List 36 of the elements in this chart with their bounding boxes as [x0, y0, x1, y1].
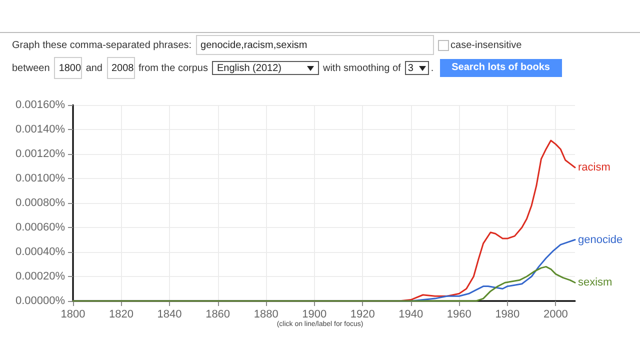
- y-tick-label: 0.00080%: [15, 197, 66, 209]
- y-tick-label: 0.00020%: [15, 270, 66, 282]
- dropdown: English (2012): [212, 61, 319, 75]
- x-tick-label: 1860: [206, 308, 230, 320]
- y-tick-label: 0.00040%: [15, 246, 66, 258]
- text: between: [12, 62, 50, 74]
- x-tick-label: 1960: [446, 308, 472, 320]
- x-tick-label: 1800: [60, 308, 86, 320]
- text-field: genocide,racism,sexism: [196, 35, 434, 55]
- text: and: [86, 62, 102, 74]
- text: .: [430, 62, 434, 74]
- text: Graph these comma-separated phrases:: [12, 40, 192, 50]
- text-field: 1800: [54, 57, 82, 79]
- x-tick-label: 1900: [302, 308, 327, 320]
- x-tick-label: 1840: [157, 308, 182, 320]
- x-tick-label: 1880: [254, 308, 278, 320]
- x-tick-label: 2000: [543, 308, 568, 320]
- y-tick-label: 0.00060%: [15, 222, 66, 234]
- x-tick-label: 1980: [495, 308, 520, 320]
- x-tick-label: 1940: [398, 308, 424, 320]
- y-tick-label: 0.00160%: [15, 99, 66, 111]
- dropdown: 3: [404, 61, 429, 75]
- y-tick-label: 0.00120%: [15, 148, 66, 160]
- x-tick-label: 1920: [350, 308, 375, 320]
- text: with smoothing of: [322, 62, 401, 74]
- series-label: racism: [578, 161, 610, 174]
- series-label: sexism: [578, 276, 612, 289]
- text: from the corpus: [138, 62, 208, 74]
- text-field: 2008: [106, 57, 134, 79]
- series-label: genocide: [578, 234, 623, 246]
- y-tick-label: 0.00100%: [15, 172, 66, 184]
- button: Search lots of books: [440, 59, 562, 77]
- y-tick-label: 0.00140%: [15, 124, 66, 136]
- y-tick-label: 0.00000%: [15, 295, 66, 307]
- text: case-insensitive: [450, 40, 522, 50]
- x-tick-label: 1820: [109, 308, 134, 320]
